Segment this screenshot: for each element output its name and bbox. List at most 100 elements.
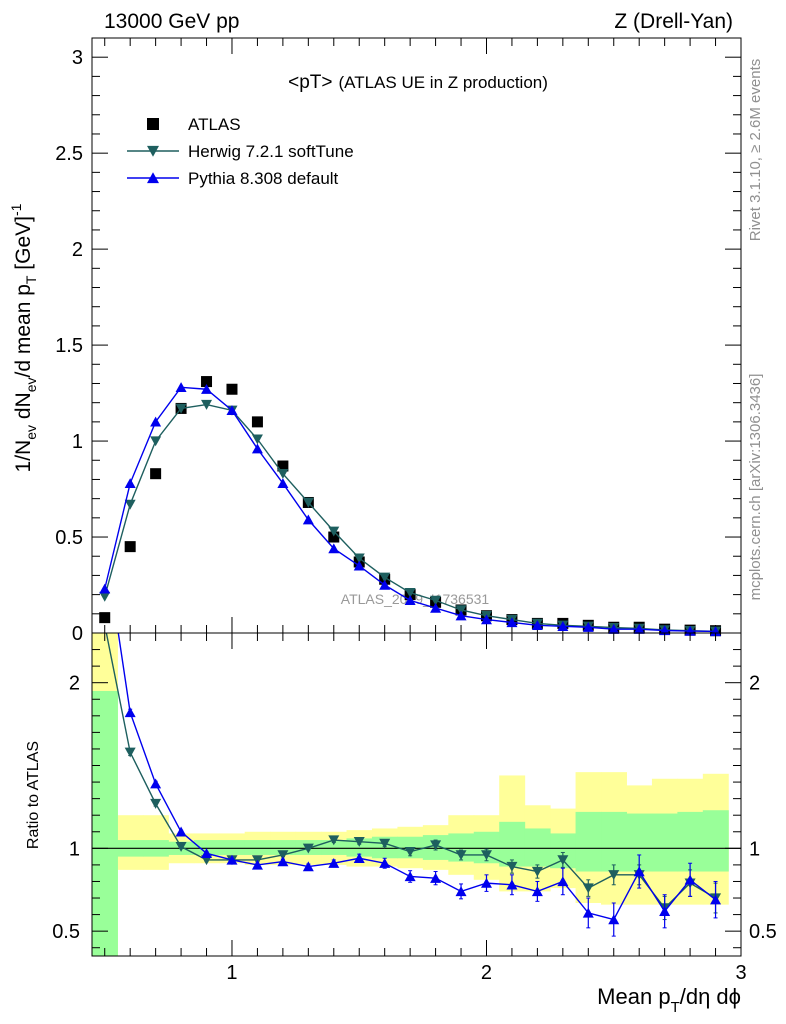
- main-data-point: [582, 622, 594, 632]
- ratio-data-point: [506, 861, 518, 872]
- ratio-data-point: [175, 826, 187, 837]
- ratio-data-point: [608, 914, 620, 925]
- main-data-point: [150, 416, 162, 427]
- ratio-data-point: [684, 874, 696, 885]
- main-data-point: [608, 623, 620, 634]
- main-y-tick-label: 2: [72, 239, 83, 261]
- main-data-point: [430, 595, 442, 606]
- ratio-data-point: [251, 859, 263, 870]
- main-data-point: [124, 478, 136, 488]
- ratio-data-point: [353, 853, 365, 863]
- ratio-green-band: [92, 690, 118, 956]
- ratio-data-point: [175, 842, 187, 852]
- ratio-data-point: [710, 894, 722, 905]
- ratio-data-point: [124, 707, 136, 718]
- ratio-y-tick-labels: 0.5 0.5 1 1 2 2: [52, 673, 777, 943]
- main-data-point: [328, 526, 340, 537]
- ratio-data-point: [124, 747, 136, 758]
- ratio-data-point: [531, 886, 543, 897]
- ratio-data-point: [430, 872, 442, 883]
- ratio-data-point: [430, 840, 442, 851]
- main-data-point: [480, 614, 492, 625]
- main-data-point: [99, 591, 111, 602]
- main-y-tick-label: 3: [72, 47, 83, 69]
- ratio-bands: [92, 633, 729, 956]
- ratio-data-point: [659, 906, 671, 916]
- ratio-green-band: [499, 821, 526, 867]
- main-data-point: [150, 436, 162, 447]
- header-left: 13000 GeV pp: [104, 10, 239, 33]
- legend: ATLAS Herwig 7.2.1 softTune Pythia 8.308 d…: [127, 115, 354, 188]
- ratio-data-point: [404, 871, 416, 882]
- ratio-data-point: [531, 866, 543, 877]
- ratio-data-point: [557, 855, 569, 866]
- ratio-data-point: [150, 798, 162, 809]
- x-axis-label-rest: /dη dϕ: [680, 984, 741, 1009]
- ratio-data-point: [328, 858, 340, 868]
- x-axis-label-main: Mean p: [597, 984, 670, 1009]
- legend-marker: [147, 145, 159, 157]
- main-data-point: [353, 560, 365, 571]
- ratio-green-band: [244, 840, 271, 855]
- ratio-green-band: [651, 813, 678, 872]
- main-y-tick-labels: 0 0.5 1 1.5 2 2.5 3: [55, 47, 83, 645]
- main-title-rest: (ATLAS UE in Z production): [338, 73, 547, 92]
- ratio-data-point: [302, 861, 314, 872]
- main-data-point: [251, 434, 263, 445]
- main-data-point: [302, 497, 314, 508]
- main-data-point: [251, 416, 263, 428]
- ratio-green-band: [193, 840, 220, 855]
- ratio-green-band: [270, 840, 297, 855]
- main-data-point: [404, 595, 416, 606]
- legend-label: Pythia 8.308 default: [188, 169, 339, 188]
- main-data-point: [404, 588, 416, 598]
- ratio-y-axis-label: Ratio to ATLAS: [25, 741, 42, 849]
- main-data-point: [557, 621, 569, 631]
- main-ticks: [92, 38, 741, 634]
- main-data-point: [430, 602, 442, 613]
- legend-marker: [147, 118, 159, 130]
- ratio-series: [105, 633, 722, 937]
- main-data-point: [251, 443, 263, 454]
- main-data-point: [124, 541, 136, 553]
- legend-label: ATLAS: [188, 115, 241, 134]
- main-data-point: [150, 468, 162, 480]
- ratio-data-point: [328, 835, 340, 846]
- ratio-y-tick-label: 2: [69, 673, 80, 695]
- ratio-data-point: [150, 778, 162, 789]
- main-data-point: [99, 583, 111, 594]
- ratio-data-point: [608, 870, 620, 881]
- main-data-point: [277, 460, 289, 472]
- x-tick-label: 3: [735, 962, 746, 984]
- legend-marker: [147, 172, 159, 184]
- ratio-data-point: [455, 886, 467, 897]
- main-data-point: [633, 623, 645, 634]
- main-panel: 0 0.5 1 1.5 2 2.5 3 <pT> (ATLAS UE in Z product…: [8, 37, 742, 645]
- main-data-point: [302, 514, 314, 525]
- ratio-data-point: [582, 907, 594, 918]
- main-data-point: [201, 384, 213, 394]
- main-title: <pT> (ATLAS UE in Z production): [288, 72, 548, 93]
- ratio-panel: 0.5 0.5 1 1 2 2 1 2 3 Ratio to ATLAS Mean pT/dη…: [25, 632, 777, 1016]
- ratio-data-point: [480, 877, 492, 888]
- ratio-y-tick-label-right: 0.5: [749, 921, 777, 943]
- ratio-green-band: [702, 810, 729, 872]
- x-tick-labels: 1 2 3: [226, 962, 746, 984]
- ratio-data-point: [455, 850, 467, 861]
- ratio-data-point: [226, 854, 238, 865]
- main-data-point: [328, 531, 340, 543]
- header-right: Z (Drell-Yan): [614, 10, 733, 33]
- ratio-y-tick-label: 0.5: [52, 921, 80, 943]
- x-tick-label: 2: [481, 962, 492, 984]
- ratio-green-band: [575, 811, 602, 872]
- main-data-point: [226, 405, 238, 416]
- main-title-main: <pT>: [288, 72, 332, 93]
- main-data-point: [379, 572, 391, 583]
- main-data-point: [201, 376, 213, 388]
- main-data-point: [226, 383, 238, 395]
- main-y-axis-label: 1/Nev dNev/d mean pT [GeV]-1: [8, 203, 39, 472]
- rivet-label: Rivet 3.1.10, ≥ 2.6M events: [747, 59, 764, 242]
- ratio-green-band: [346, 838, 373, 857]
- main-y-tick-label: 0: [72, 623, 83, 645]
- main-data-point: [175, 382, 187, 392]
